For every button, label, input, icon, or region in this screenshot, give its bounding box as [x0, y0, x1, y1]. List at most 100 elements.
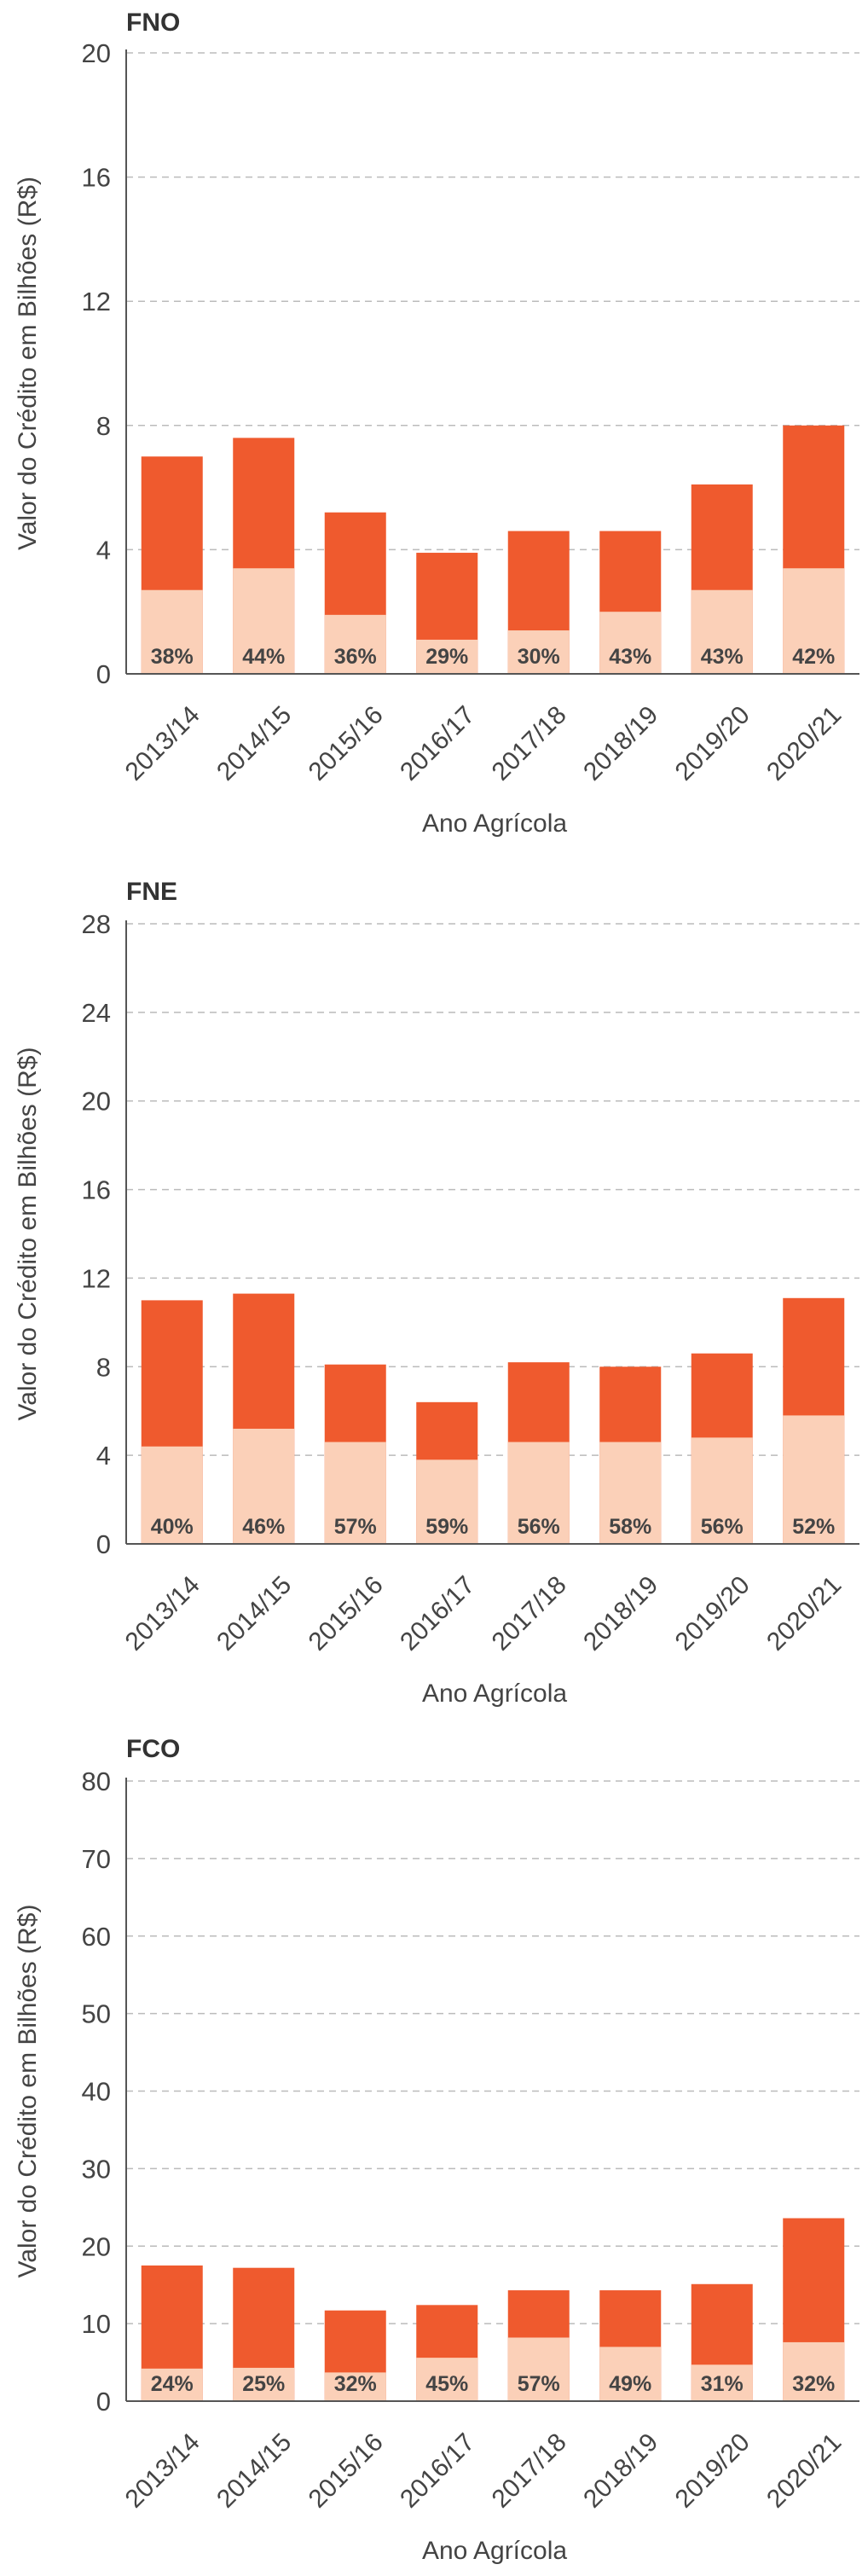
x-tick-label: 2019/20 — [670, 2428, 755, 2514]
x-tick-label: 2018/19 — [578, 1571, 663, 1656]
bar-share — [599, 2347, 662, 2401]
y-axis-label: Valor do Crédito em Bilhões (R$) — [14, 1905, 42, 2278]
y-tick-label: 24 — [82, 998, 111, 1028]
x-tick-label: 2016/17 — [395, 701, 480, 786]
data-label: 31% — [701, 2372, 744, 2396]
bar-share — [324, 614, 386, 674]
data-label: 25% — [242, 2372, 285, 2396]
data-label: 29% — [425, 645, 468, 669]
x-tick-label: 2015/16 — [304, 701, 389, 786]
bar-share — [691, 589, 753, 674]
x-tick-label: 2015/16 — [304, 1571, 389, 1656]
y-tick-label: 10 — [82, 2309, 111, 2339]
chart-svg-fne: FNE 0 4 8 12 16 20 24 28 Valor do Crédito em Bilh… — [14, 878, 859, 1708]
y-tick-label: 28 — [82, 909, 111, 939]
x-tick-label: 2018/19 — [578, 701, 663, 786]
chart-panel-fne: FNE 0 4 8 12 16 20 24 28 Valor do Crédito em Bilh… — [0, 857, 868, 1719]
y-tick-label: 8 — [96, 1352, 111, 1382]
bar-share — [783, 2341, 845, 2401]
chart-svg-fco: FCO 0 10 20 30 40 50 60 70 80 Valor do Crédito em … — [14, 1735, 859, 2565]
x-tick-label: 2016/17 — [395, 2428, 480, 2514]
bar-share — [141, 1446, 203, 1544]
bar-share — [141, 2368, 203, 2401]
bar-share — [416, 639, 478, 674]
data-label: 56% — [518, 1515, 560, 1539]
y-tick-label: 16 — [82, 163, 111, 193]
y-tick-label: 20 — [82, 38, 111, 68]
x-axis-label: Ano Agrícola — [422, 2537, 567, 2565]
chart-title: FNO — [126, 9, 180, 37]
data-label: 38% — [151, 645, 194, 669]
bar-share — [233, 568, 295, 674]
y-tick-label: 50 — [82, 1999, 111, 2029]
x-tick-label: 2013/14 — [120, 2428, 205, 2514]
x-tick-label: 2013/14 — [120, 701, 205, 786]
chart-panel-fno: FNO 0 4 8 12 16 20 Valor do Crédito em Bilhões … — [0, 0, 868, 853]
y-tick-label: 40 — [82, 2077, 111, 2107]
x-tick-label: 2016/17 — [395, 1571, 480, 1656]
data-label: 57% — [334, 1515, 377, 1539]
bar-share — [141, 589, 203, 674]
y-tick-label: 8 — [96, 411, 111, 441]
chart-panel-fco: FCO 0 10 20 30 40 50 60 70 80 Valor do Crédito em … — [0, 1719, 868, 2576]
x-tick-label: 2017/18 — [487, 701, 572, 786]
bar-share — [416, 1459, 478, 1544]
data-label: 44% — [242, 645, 285, 669]
y-tick-label: 16 — [82, 1175, 111, 1205]
y-tick-label: 20 — [82, 2231, 111, 2261]
bar-share — [324, 2372, 386, 2401]
x-tick-label: 2014/15 — [211, 2428, 297, 2514]
data-label: 32% — [792, 2372, 835, 2396]
x-axis-label: Ano Agrícola — [422, 1680, 567, 1708]
data-label: 43% — [609, 645, 651, 669]
y-tick-label: 30 — [82, 2154, 111, 2184]
y-axis-label: Valor do Crédito em Bilhões (R$) — [14, 177, 42, 550]
data-label: 30% — [518, 645, 560, 669]
y-tick-label: 20 — [82, 1087, 111, 1117]
data-label: 32% — [334, 2372, 377, 2396]
bar-share — [416, 2358, 478, 2401]
x-tick-label: 2017/18 — [487, 2428, 572, 2514]
y-tick-label: 80 — [82, 1767, 111, 1796]
x-tick-label: 2014/15 — [211, 1571, 297, 1656]
chart-title: FNE — [126, 878, 177, 906]
data-label: 49% — [609, 2372, 651, 2396]
data-label: 43% — [701, 645, 744, 669]
x-tick-label: 2017/18 — [487, 1571, 572, 1656]
y-tick-label: 0 — [96, 2387, 111, 2416]
bar-share — [233, 1428, 295, 1544]
bar-share — [507, 1442, 570, 1544]
bar-share — [324, 1442, 386, 1544]
data-label: 58% — [609, 1515, 651, 1539]
data-label: 42% — [792, 645, 835, 669]
bar-share — [783, 568, 845, 674]
y-tick-label: 0 — [96, 1529, 111, 1559]
bar-share — [507, 2337, 570, 2401]
bar-share — [507, 630, 570, 674]
x-tick-label: 2020/21 — [761, 1571, 847, 1656]
data-label: 45% — [425, 2372, 468, 2396]
y-tick-label: 4 — [96, 1441, 111, 1471]
bar-share — [599, 1442, 662, 1544]
chart-svg-fno: FNO 0 4 8 12 16 20 Valor do Crédito em Bilhões … — [14, 9, 859, 838]
y-tick-label: 12 — [82, 1263, 111, 1293]
x-tick-label: 2018/19 — [578, 2428, 663, 2514]
data-label: 40% — [151, 1515, 194, 1539]
bar-share — [233, 2367, 295, 2401]
data-label: 24% — [151, 2372, 194, 2396]
bar-share — [691, 2364, 753, 2401]
y-tick-label: 12 — [82, 287, 111, 316]
bar-share — [599, 612, 662, 674]
x-tick-label: 2015/16 — [304, 2428, 389, 2514]
x-tick-label: 2013/14 — [120, 1571, 205, 1656]
data-label: 57% — [518, 2372, 560, 2396]
data-label: 36% — [334, 645, 377, 669]
bar-share — [691, 1437, 753, 1544]
y-tick-label: 4 — [96, 535, 111, 565]
x-axis-label: Ano Agrícola — [422, 809, 567, 838]
data-label: 52% — [792, 1515, 835, 1539]
bar-share — [783, 1415, 845, 1544]
data-label: 46% — [242, 1515, 285, 1539]
data-label: 59% — [425, 1515, 468, 1539]
x-tick-label: 2020/21 — [761, 2428, 847, 2514]
